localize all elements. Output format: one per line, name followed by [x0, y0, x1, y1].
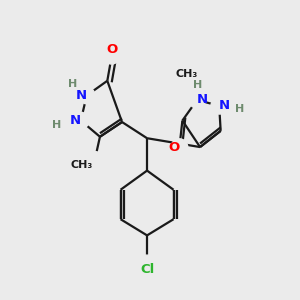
Text: N: N	[70, 114, 81, 127]
Text: Cl: Cl	[140, 263, 154, 276]
Circle shape	[139, 255, 155, 272]
Circle shape	[171, 139, 188, 155]
Text: O: O	[168, 141, 179, 154]
Circle shape	[103, 47, 120, 64]
Circle shape	[73, 112, 89, 129]
Text: N: N	[219, 99, 230, 112]
Text: H: H	[193, 80, 202, 90]
Circle shape	[211, 98, 227, 114]
Circle shape	[78, 87, 95, 104]
Text: N: N	[76, 89, 87, 102]
Text: H: H	[52, 120, 62, 130]
Circle shape	[174, 69, 197, 93]
Text: O: O	[106, 43, 117, 56]
Text: N: N	[197, 93, 208, 106]
Text: H: H	[236, 104, 244, 114]
Text: CH₃: CH₃	[176, 69, 198, 79]
Circle shape	[82, 152, 106, 175]
Circle shape	[189, 92, 206, 108]
Text: H: H	[68, 79, 77, 89]
Text: CH₃: CH₃	[70, 160, 93, 170]
